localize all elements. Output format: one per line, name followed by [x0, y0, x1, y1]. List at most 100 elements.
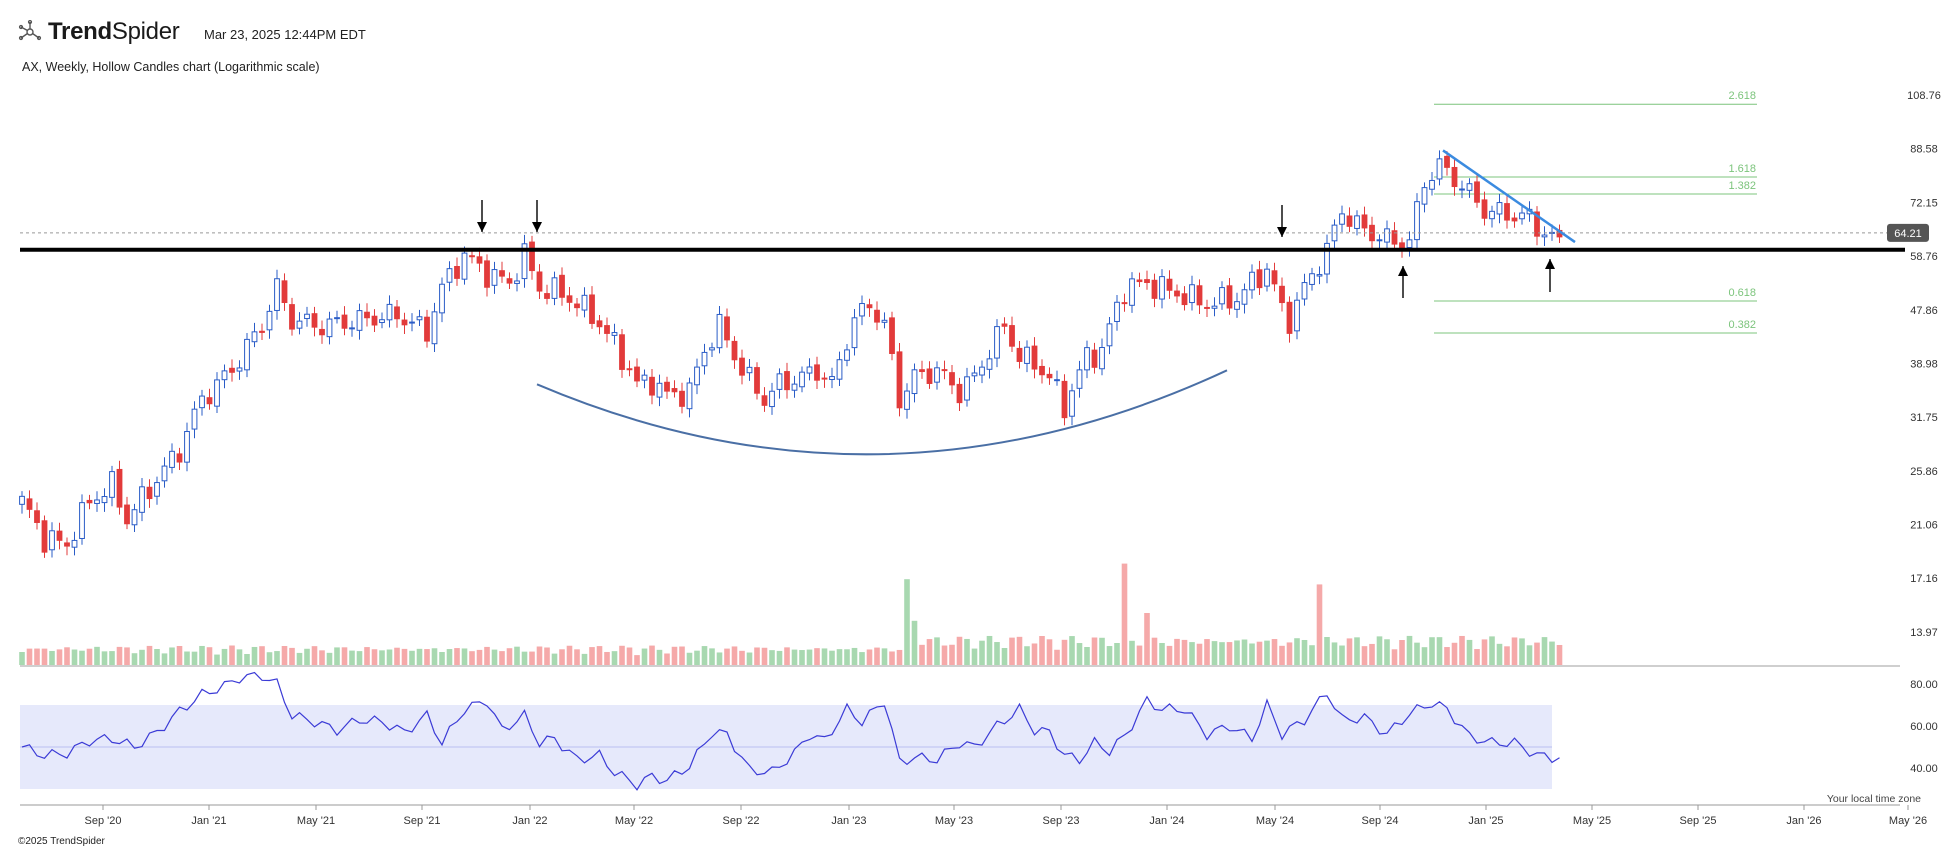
candle-down: [1271, 270, 1278, 285]
fib-label: 2.618: [1728, 90, 1756, 102]
volume-bar: [926, 639, 933, 665]
volume-bar: [581, 653, 588, 665]
volume-bar: [116, 646, 123, 665]
candle-up: [326, 318, 333, 338]
volume-bar: [1421, 647, 1428, 665]
volume-bar: [881, 648, 888, 665]
volume-bar: [1361, 646, 1368, 665]
candle-up: [701, 351, 708, 367]
volume-bar: [424, 649, 430, 665]
candle-down: [619, 334, 625, 370]
candle-down: [319, 328, 325, 336]
volume-bar: [596, 646, 603, 665]
candle-up: [611, 332, 618, 336]
volume-bar: [161, 653, 168, 665]
volume-bar: [739, 650, 745, 665]
volume-bar: [454, 648, 460, 665]
volume-bar: [634, 655, 640, 665]
candle-up: [806, 366, 813, 374]
volume-bar: [716, 652, 723, 665]
x-tick-label: May '24: [1256, 815, 1294, 827]
volume-bar: [1136, 645, 1143, 665]
candle-down: [1391, 230, 1398, 245]
volume-bar: [394, 647, 400, 665]
candle-up: [19, 495, 25, 505]
volume-bar: [1211, 641, 1218, 665]
fib-label: 0.382: [1728, 319, 1756, 331]
volume-bar: [544, 647, 550, 665]
volume-bar: [1556, 644, 1563, 665]
candle-down: [1031, 345, 1038, 370]
chart-timestamp: Mar 23, 2025 12:44PM EDT: [204, 27, 366, 42]
volume-bar: [386, 649, 393, 665]
candle-up: [1376, 239, 1383, 242]
volume-bar: [1031, 643, 1038, 665]
volume-bar: [409, 650, 415, 665]
candle-down: [1136, 279, 1143, 283]
volume-bar: [529, 651, 535, 665]
candle-down: [926, 368, 933, 384]
volume-bar: [79, 650, 85, 665]
volume-bar: [439, 652, 445, 665]
volume-bar: [371, 649, 378, 665]
volume-bar: [1129, 640, 1135, 665]
timezone-note[interactable]: Your local time zone: [1826, 793, 1921, 805]
candle-down: [64, 542, 70, 547]
volume-bar: [1091, 637, 1098, 665]
volume-bar: [1069, 636, 1075, 665]
candle-up: [836, 359, 843, 380]
candle-down: [146, 486, 153, 500]
candle-down: [941, 369, 948, 372]
candle-down: [499, 270, 505, 277]
x-tick-label: Jan '21: [191, 815, 226, 827]
candle-up: [521, 243, 528, 280]
volume-bar: [1496, 643, 1503, 665]
candle-up: [154, 482, 160, 497]
y-tick-label: 21.06: [1910, 520, 1938, 532]
candle-up: [386, 303, 393, 321]
volume-bar: [1541, 637, 1548, 665]
x-tick-label: Sep '24: [1362, 815, 1399, 827]
volume-bar: [34, 648, 40, 665]
volume-bar: [979, 640, 985, 665]
candle-up: [491, 269, 498, 286]
candle-up: [1339, 213, 1345, 225]
volume-bar: [146, 645, 153, 665]
candle-down: [1511, 217, 1518, 222]
fib-label: 0.618: [1728, 287, 1756, 299]
volume-bar: [416, 648, 423, 665]
candle-down: [784, 371, 790, 391]
volume-bar: [229, 645, 235, 665]
volume-bar: [1451, 642, 1458, 665]
candle-up: [709, 347, 715, 351]
volume-bar: [1024, 646, 1030, 665]
volume-bar: [694, 650, 700, 665]
volume-bar: [919, 644, 925, 665]
candle-up: [439, 283, 445, 314]
volume-bar: [1301, 639, 1308, 665]
volume-bar: [1114, 643, 1120, 665]
volume-bar: [904, 579, 910, 665]
candle-up: [1024, 346, 1030, 364]
volume-bar: [889, 651, 895, 665]
volume-bar: [611, 651, 618, 665]
candle-up: [199, 395, 205, 409]
candle-up: [379, 319, 385, 324]
y-tick-label: 25.86: [1910, 466, 1938, 478]
y-tick-label: 72.15: [1910, 197, 1938, 209]
volume-bar: [1519, 638, 1525, 665]
volume-bar: [1226, 642, 1233, 665]
volume-bar: [199, 645, 205, 665]
rsi-tick-label: 60.00: [1910, 721, 1938, 733]
cup-pattern-curve: [536, 369, 1228, 456]
last-price-label: 64.21: [1894, 228, 1922, 240]
volume-bar: [1106, 646, 1113, 665]
x-tick-label: Jan '23: [831, 815, 866, 827]
candle-up: [1249, 271, 1255, 291]
candle-down: [1091, 349, 1098, 368]
volume-bar: [1084, 646, 1090, 665]
volume-bar: [154, 649, 160, 665]
volume-bar: [574, 649, 580, 665]
volume-bar: [949, 644, 955, 665]
